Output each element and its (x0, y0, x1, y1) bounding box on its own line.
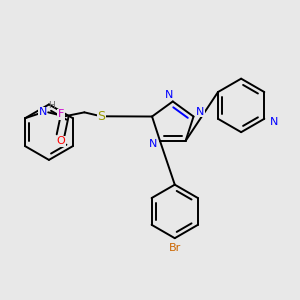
Text: N: N (270, 117, 278, 127)
Text: O: O (56, 136, 65, 146)
Text: S: S (97, 110, 105, 123)
Text: H: H (48, 101, 55, 110)
Text: Br: Br (169, 243, 181, 253)
Text: N: N (149, 139, 157, 149)
Text: N: N (39, 107, 47, 117)
Text: N: N (196, 106, 205, 117)
Text: F: F (58, 109, 64, 119)
Text: N: N (165, 89, 173, 100)
